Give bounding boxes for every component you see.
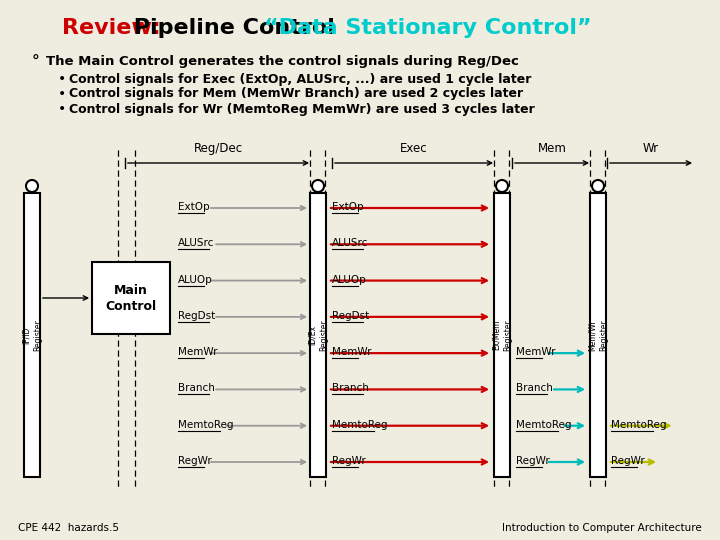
Circle shape: [496, 180, 508, 192]
Text: RegDst: RegDst: [178, 311, 215, 321]
Text: Wr: Wr: [643, 142, 659, 155]
Text: RegWr: RegWr: [332, 456, 366, 466]
Text: ALUOp: ALUOp: [178, 274, 212, 285]
Text: Review:: Review:: [62, 18, 161, 38]
Text: °: °: [32, 55, 40, 70]
Text: MemWr: MemWr: [516, 347, 556, 357]
Text: MemtoReg: MemtoReg: [332, 420, 387, 430]
Text: •: •: [58, 87, 66, 101]
Text: Branch: Branch: [178, 383, 215, 394]
Text: •: •: [58, 102, 66, 116]
Text: Control signals for Exec (ExtOp, ALUSrc, ...) are used 1 cycle later: Control signals for Exec (ExtOp, ALUSrc,…: [69, 72, 531, 85]
Text: ExtOp: ExtOp: [332, 202, 364, 212]
Text: Branch: Branch: [516, 383, 553, 394]
Text: MemtoReg: MemtoReg: [516, 420, 572, 430]
Text: “Data Stationary Control”: “Data Stationary Control”: [264, 18, 592, 38]
Text: ExtOp: ExtOp: [178, 202, 210, 212]
Text: Branch: Branch: [332, 383, 369, 394]
Text: The Main Control generates the control signals during Reg/Dec: The Main Control generates the control s…: [46, 56, 519, 69]
Text: RegWr: RegWr: [178, 456, 212, 466]
Text: Ex/Mem
Register: Ex/Mem Register: [492, 319, 513, 351]
Text: ALUSrc: ALUSrc: [178, 238, 215, 248]
Text: Control: Control: [105, 300, 156, 313]
Text: Control signals for Wr (MemtoReg MemWr) are used 3 cycles later: Control signals for Wr (MemtoReg MemWr) …: [69, 103, 535, 116]
Text: CPE 442  hazards.5: CPE 442 hazards.5: [18, 523, 119, 533]
Bar: [310, 193, 326, 477]
Text: Pipeline Control: Pipeline Control: [126, 18, 343, 38]
Bar: [590, 193, 606, 477]
Text: Reg/Dec: Reg/Dec: [194, 142, 243, 155]
Bar: [92, 262, 170, 334]
Text: ALUSrc: ALUSrc: [332, 238, 369, 248]
Text: IF/ID
Register: IF/ID Register: [22, 319, 42, 351]
Text: RegDst: RegDst: [332, 311, 369, 321]
Text: Introduction to Computer Architecture: Introduction to Computer Architecture: [503, 523, 702, 533]
Text: ALUOp: ALUOp: [332, 274, 366, 285]
Circle shape: [592, 180, 604, 192]
Text: ID/Ex
Register: ID/Ex Register: [307, 319, 328, 351]
Text: •: •: [58, 72, 66, 86]
Circle shape: [26, 180, 38, 192]
Bar: [494, 193, 510, 477]
Text: MemWr: MemWr: [332, 347, 372, 357]
Text: RegWr: RegWr: [611, 456, 644, 466]
Text: Control signals for Mem (MemWr Branch) are used 2 cycles later: Control signals for Mem (MemWr Branch) a…: [69, 87, 523, 100]
Text: MemtoReg: MemtoReg: [611, 420, 667, 430]
Text: Main: Main: [114, 285, 148, 298]
Bar: [24, 193, 40, 477]
Text: RegWr: RegWr: [516, 456, 550, 466]
Text: MemtoReg: MemtoReg: [178, 420, 233, 430]
Circle shape: [312, 180, 324, 192]
Text: MemWr: MemWr: [178, 347, 217, 357]
Text: Exec: Exec: [400, 142, 428, 155]
Text: Mem/Wr
Register: Mem/Wr Register: [588, 319, 608, 351]
Text: Mem: Mem: [538, 142, 567, 155]
